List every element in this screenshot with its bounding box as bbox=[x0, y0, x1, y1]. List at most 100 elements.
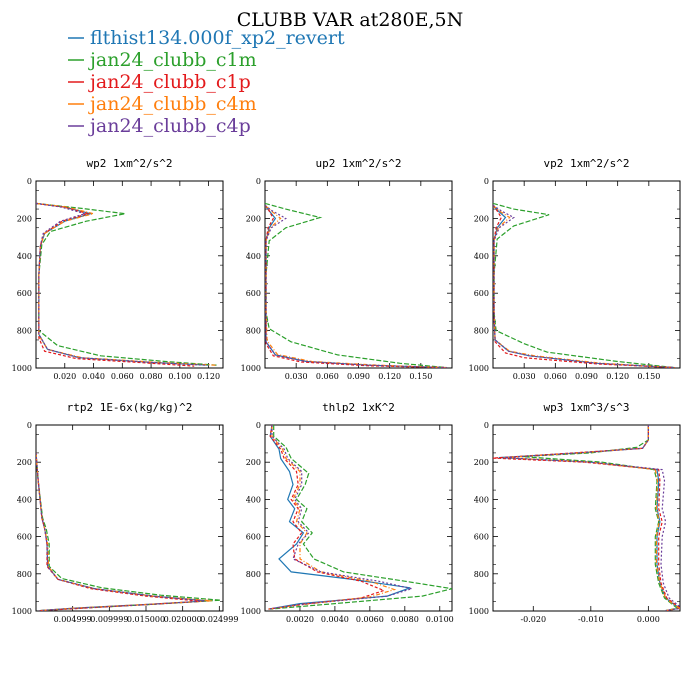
x-tick-label: -0.020 bbox=[520, 615, 546, 624]
x-tick-label: 0.120 bbox=[606, 372, 629, 381]
x-tick-label: 0.020000 bbox=[164, 615, 202, 624]
series-line-jan24_clubb_c1m bbox=[36, 202, 218, 366]
series-line-flthist134.000f_xp2_revert bbox=[265, 204, 447, 368]
series-line-jan24_clubb_c1m bbox=[521, 425, 679, 611]
x-tick-label: 0.024999 bbox=[200, 615, 238, 624]
y-tick-label: 800 bbox=[474, 570, 489, 579]
panel-title: vp2 1xm^2/s^2 bbox=[543, 157, 629, 170]
panel-1: up2 1xm^2/s^2 0 200 400 600 800 1000 0.030 0.060… bbox=[241, 157, 453, 381]
legend-entry: jan24_clubb_c4p bbox=[68, 115, 251, 137]
x-tick-label: 0.060 bbox=[111, 372, 134, 381]
y-tick-label: 800 bbox=[474, 327, 489, 336]
series-line-jan24_clubb_c4p bbox=[493, 204, 675, 368]
y-tick-label: 1000 bbox=[469, 364, 489, 373]
y-tick-label: 800 bbox=[246, 570, 261, 579]
x-tick-label: 0.100 bbox=[168, 372, 191, 381]
plot-frame bbox=[492, 180, 681, 369]
x-tick-label: 0.030 bbox=[285, 372, 308, 381]
panel-2: vp2 1xm^2/s^2 0 200 400 600 800 1000 0.030 0.060… bbox=[469, 157, 681, 381]
plot-frame bbox=[492, 424, 681, 612]
x-tick-label: 0.004999 bbox=[54, 615, 92, 624]
x-tick-label: 0.020 bbox=[53, 372, 76, 381]
legend-label: jan24_clubb_c1p bbox=[88, 71, 251, 93]
y-tick-label: 200 bbox=[474, 214, 489, 223]
plot-frame bbox=[264, 180, 453, 369]
panel-0: wp2 1xm^2/s^2 0 200 400 600 800 1000 0.020 0.040… bbox=[12, 157, 224, 381]
y-tick-label: 0 bbox=[484, 177, 489, 186]
x-tick-label: -0.010 bbox=[578, 615, 604, 624]
y-tick-label: 400 bbox=[17, 495, 32, 504]
series-line-jan24_clubb_c1p bbox=[36, 202, 195, 367]
x-tick-label: 0.060 bbox=[544, 372, 567, 381]
series-line-jan24_clubb_c4p bbox=[36, 452, 205, 611]
legend-label: jan24_clubb_c4p bbox=[88, 115, 251, 137]
y-tick-label: 0 bbox=[27, 177, 32, 186]
legend-entry: jan24_clubb_c1m bbox=[68, 49, 257, 71]
x-tick-label: 0.080 bbox=[140, 372, 163, 381]
series-line-jan24_clubb_c4p bbox=[504, 425, 680, 611]
x-tick-label: 0.000 bbox=[637, 615, 660, 624]
legend-entry: flthist134.000f_xp2_revert bbox=[68, 27, 345, 49]
series-line-jan24_clubb_c4p bbox=[265, 204, 447, 368]
panel-4: thlp2 1xK^2 0 200 400 600 800 1000 0.0020 0.0040… bbox=[241, 401, 454, 624]
panel-3: rtp2 1E-6x(kg/kg)^2 0 200 400 600 800 1000 0.00… bbox=[12, 401, 239, 624]
y-tick-label: 1000 bbox=[12, 364, 32, 373]
y-tick-label: 600 bbox=[246, 289, 261, 298]
y-tick-label: 200 bbox=[17, 458, 32, 467]
y-tick-label: 400 bbox=[474, 252, 489, 261]
plot-frame bbox=[35, 180, 224, 369]
panel-title: rtp2 1E-6x(kg/kg)^2 bbox=[67, 401, 193, 414]
y-tick-label: 1000 bbox=[12, 607, 32, 616]
y-tick-label: 1000 bbox=[241, 607, 261, 616]
x-tick-label: 0.090 bbox=[575, 372, 598, 381]
y-tick-label: 400 bbox=[474, 495, 489, 504]
plot-frame bbox=[35, 424, 224, 612]
y-tick-label: 1000 bbox=[241, 364, 261, 373]
y-tick-label: 200 bbox=[474, 458, 489, 467]
legend-label: jan24_clubb_c1m bbox=[88, 49, 257, 71]
x-tick-label: 0.0020 bbox=[286, 615, 314, 624]
series-line-jan24_clubb_c4m bbox=[504, 425, 680, 611]
y-tick-label: 800 bbox=[17, 327, 32, 336]
y-tick-label: 400 bbox=[17, 252, 32, 261]
y-tick-label: 600 bbox=[474, 533, 489, 542]
y-tick-label: 0 bbox=[27, 421, 32, 430]
series-line-jan24_clubb_c4m bbox=[36, 202, 216, 366]
series-line-jan24_clubb_c1p bbox=[268, 425, 386, 610]
y-tick-label: 0 bbox=[256, 177, 261, 186]
y-tick-label: 400 bbox=[246, 252, 261, 261]
series-line-jan24_clubb_c4p bbox=[36, 202, 206, 366]
y-tick-label: 600 bbox=[474, 289, 489, 298]
y-tick-label: 200 bbox=[246, 458, 261, 467]
y-tick-label: 200 bbox=[246, 214, 261, 223]
x-tick-label: 0.090 bbox=[347, 372, 370, 381]
legend-label: jan24_clubb_c4m bbox=[88, 93, 257, 115]
x-tick-label: 0.009999 bbox=[90, 615, 128, 624]
series-line-flthist134.000f_xp2_revert bbox=[268, 425, 411, 610]
y-tick-label: 800 bbox=[246, 327, 261, 336]
series-line-flthist134.000f_xp2_revert bbox=[36, 452, 209, 611]
legend-label: flthist134.000f_xp2_revert bbox=[90, 27, 345, 49]
x-tick-label: 0.040 bbox=[82, 372, 105, 381]
series-line-jan24_clubb_c1m bbox=[270, 425, 452, 610]
y-tick-label: 1000 bbox=[469, 607, 489, 616]
x-tick-label: 0.0080 bbox=[391, 615, 419, 624]
x-tick-label: 0.060 bbox=[316, 372, 339, 381]
x-tick-label: 0.150 bbox=[409, 372, 432, 381]
y-tick-label: 600 bbox=[246, 533, 261, 542]
y-tick-label: 200 bbox=[17, 214, 32, 223]
x-tick-label: 0.150 bbox=[637, 372, 660, 381]
y-tick-label: 600 bbox=[17, 289, 32, 298]
y-tick-label: 0 bbox=[256, 421, 261, 430]
x-tick-label: 0.030 bbox=[513, 372, 536, 381]
panel-title: wp3 1xm^3/s^3 bbox=[543, 401, 629, 414]
x-tick-label: 0.120 bbox=[197, 372, 220, 381]
x-tick-label: 0.0040 bbox=[321, 615, 349, 624]
panel-5: wp3 1xm^3/s^3 0 200 400 600 800 1000 -0.020 -0.0… bbox=[469, 401, 681, 624]
panel-title: wp2 1xm^2/s^2 bbox=[86, 157, 172, 170]
x-tick-label: 0.015000 bbox=[127, 615, 165, 624]
series-line-jan24_clubb_c1m bbox=[36, 452, 221, 611]
series-line-jan24_clubb_c1m bbox=[265, 202, 447, 368]
series-line-jan24_clubb_c1p bbox=[493, 425, 680, 611]
